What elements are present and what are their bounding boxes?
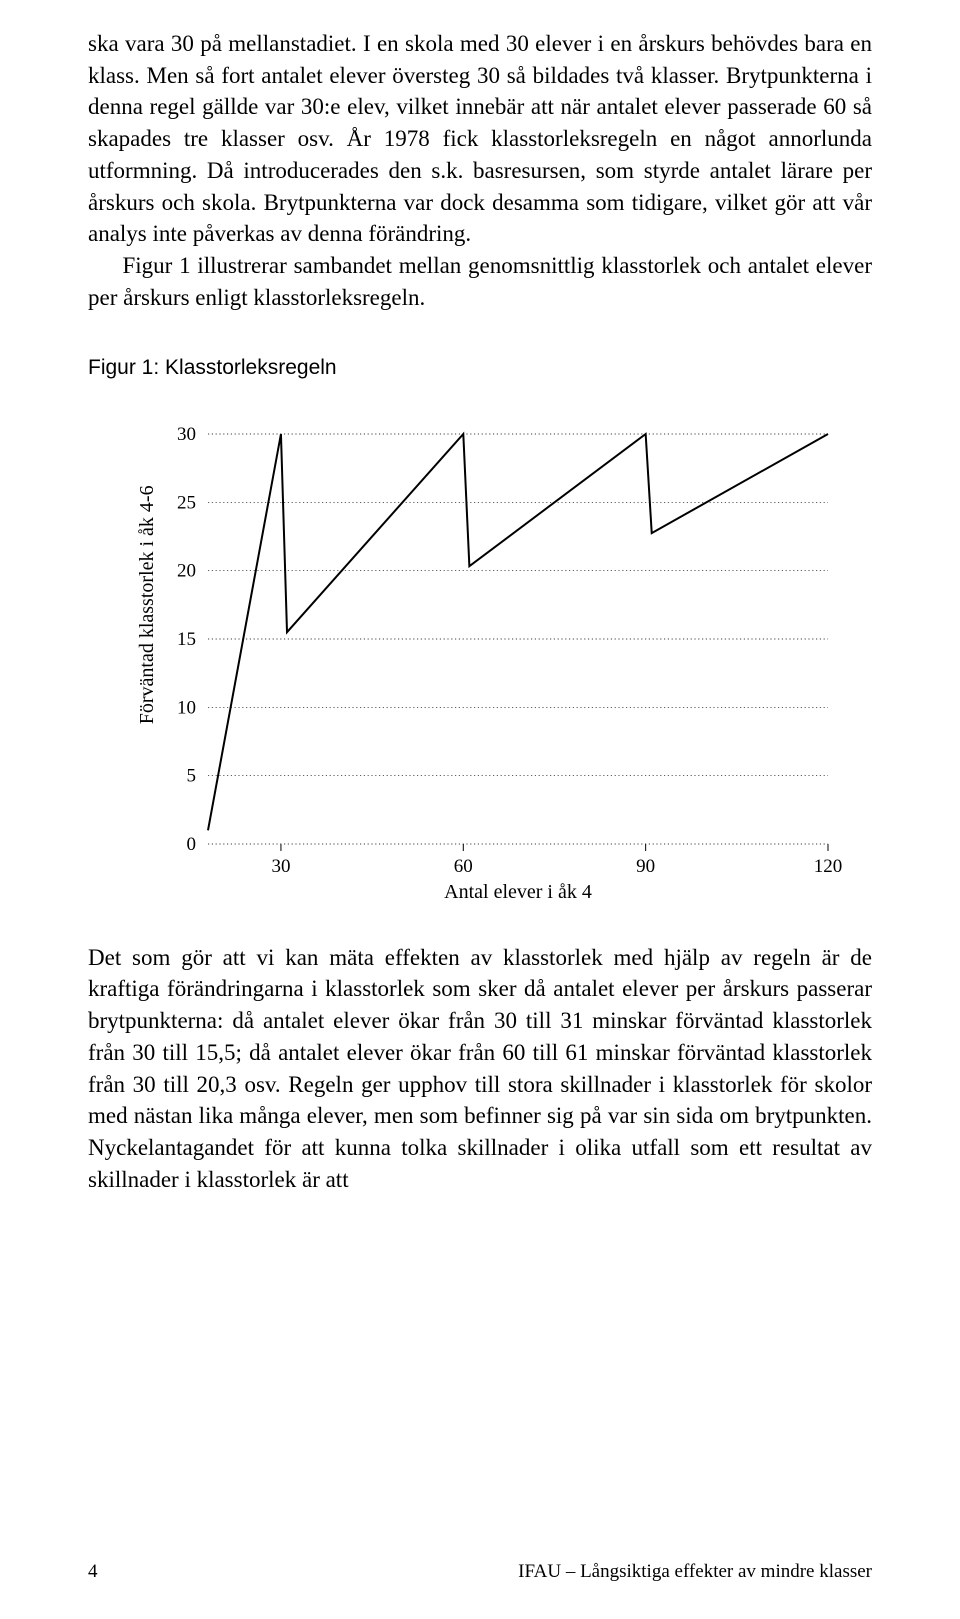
page-number: 4 [88, 1561, 98, 1583]
x-tick-label: 120 [814, 856, 843, 877]
series-line [208, 434, 828, 830]
x-tick-label: 90 [636, 856, 655, 877]
y-tick-label: 30 [177, 424, 196, 445]
body-paragraph-1: ska vara 30 på mellanstadiet. I en skola… [88, 28, 872, 250]
page-footer: 4 IFAU – Långsiktiga effekter av mindre … [88, 1561, 872, 1583]
figure-caption: Figur 1: Klasstorleksregeln [88, 356, 872, 380]
running-title: IFAU – Långsiktiga effekter av mindre kl… [518, 1561, 872, 1583]
y-tick-label: 25 [177, 492, 196, 513]
y-tick-label: 5 [187, 765, 197, 786]
y-axis-title: Förväntad klasstorlek i åk 4-6 [136, 485, 158, 724]
y-tick-label: 20 [177, 560, 196, 581]
y-tick-label: 15 [177, 629, 196, 650]
page-container: ska vara 30 på mellanstadiet. I en skola… [0, 0, 960, 1619]
y-tick-label: 0 [187, 834, 197, 855]
figure-1-chart: 0 5 10 15 20 25 30 30 60 90 120 Antal elever i åk 4… [88, 404, 872, 914]
x-tick-label: 60 [454, 856, 473, 877]
x-tick-label: 30 [271, 856, 290, 877]
y-tick-label: 10 [177, 697, 196, 718]
x-axis-title: Antal elever i åk 4 [444, 881, 592, 903]
line-chart-svg: 0 5 10 15 20 25 30 30 60 90 120 Antal elever i åk 4… [88, 404, 848, 914]
body-paragraph-2: Figur 1 illustrerar sambandet mellan gen… [88, 250, 872, 313]
body-paragraph-3: Det som gör att vi kan mäta effekten av … [88, 942, 872, 1196]
